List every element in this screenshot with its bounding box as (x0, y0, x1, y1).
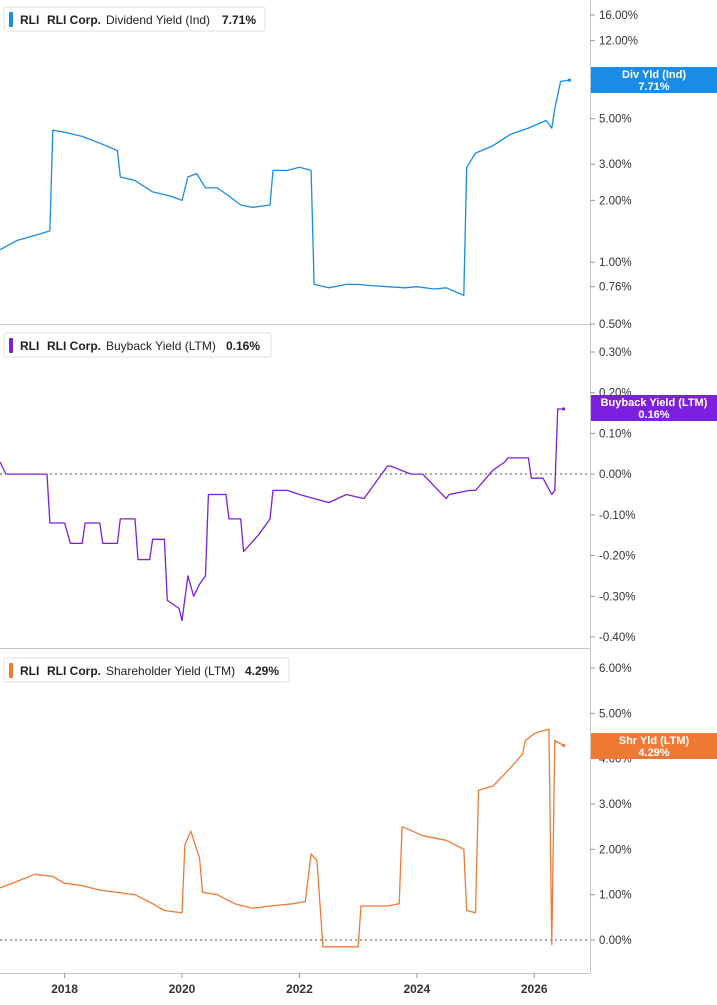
y-tick-label: 5.00% (599, 708, 632, 720)
y-axis-ticks: 0.30%0.20%0.10%0.00%-0.10%-0.20%-0.30%-0… (590, 347, 635, 644)
legend-company: RLI Corp. (47, 664, 101, 678)
series-last-point (567, 78, 572, 82)
legend-metric: Buyback Yield (LTM) (106, 339, 216, 353)
x-tick-label: 2022 (286, 982, 313, 996)
value-badge: Div Yld (Ind) 7.71% (591, 67, 717, 93)
x-tick-label: 2018 (51, 982, 78, 996)
value-badge: Shr Yld (LTM) 4.29% (591, 733, 717, 759)
legend-value: 7.71% (222, 13, 256, 27)
y-tick-label: 1.00% (599, 890, 632, 902)
series-last-point (561, 407, 566, 411)
series-line (0, 728, 564, 948)
x-tick-label: 2020 (169, 982, 196, 996)
y-tick-label: 5.00% (599, 114, 632, 126)
series-lines (0, 728, 566, 948)
y-axis-ticks: 6.00%5.00%4.00%3.00%2.00%1.00%0.00% (590, 663, 632, 947)
dividend-yield-panel: 16.00%12.00%8.00%7.00%5.00%3.00%2.00%1.0… (0, 6, 717, 331)
y-tick-label: -0.40% (599, 632, 635, 644)
y-tick-label: 0.50% (599, 319, 632, 331)
legend-symbol: RLI (20, 13, 39, 27)
y-tick-label: 0.10% (599, 428, 632, 440)
legend-value: 0.16% (226, 339, 260, 353)
legend: RLI RLI Corp. Buyback Yield (LTM) 0.16% (3, 332, 272, 358)
legend: RLI RLI Corp. Dividend Yield (Ind) 7.71% (3, 6, 266, 32)
y-tick-label: 1.00% (599, 257, 632, 269)
badge-label: Div Yld (Ind) (622, 69, 686, 81)
legend-metric: Shareholder Yield (LTM) (106, 664, 235, 678)
y-tick-label: 2.00% (599, 844, 632, 856)
y-tick-label: -0.10% (599, 510, 635, 522)
y-tick-label: 16.00% (599, 10, 638, 22)
series-lines (0, 407, 566, 622)
series-last-point (561, 743, 566, 748)
badge-value: 0.16% (638, 409, 669, 421)
legend: RLI RLI Corp. Shareholder Yield (LTM) 4.… (3, 657, 290, 683)
legend-color-swatch (9, 338, 13, 353)
y-tick-label: 2.00% (599, 195, 632, 207)
y-tick-label: 0.00% (599, 469, 632, 481)
badge-value: 4.29% (638, 747, 669, 759)
series-lines (0, 78, 572, 296)
series-line (0, 408, 564, 622)
badge-value: 7.71% (638, 81, 669, 93)
buyback-yield-panel: 0.30%0.20%0.10%0.00%-0.10%-0.20%-0.30%-0… (0, 332, 717, 644)
x-tick-label: 2026 (521, 982, 548, 996)
legend-company: RLI Corp. (47, 339, 101, 353)
y-tick-label: 0.76% (599, 282, 632, 294)
legend-metric: Dividend Yield (Ind) (106, 13, 210, 27)
y-tick-label: 3.00% (599, 799, 632, 811)
legend-color-swatch (9, 12, 13, 27)
y-tick-label: 0.30% (599, 347, 632, 359)
y-tick-label: 0.00% (599, 935, 632, 947)
x-axis: 2018 2020 2022 2024 2026 (51, 973, 548, 996)
badge-label: Buyback Yield (LTM) (601, 397, 708, 409)
legend-symbol: RLI (20, 664, 39, 678)
value-badge: Buyback Yield (LTM) 0.16% (591, 395, 717, 421)
legend-company: RLI Corp. (47, 13, 101, 27)
badge-label: Shr Yld (LTM) (619, 735, 690, 747)
legend-color-swatch (9, 663, 13, 678)
y-tick-label: -0.20% (599, 551, 635, 563)
y-axis-ticks: 16.00%12.00%8.00%7.00%5.00%3.00%2.00%1.0… (590, 10, 638, 331)
y-tick-label: 3.00% (599, 159, 632, 171)
legend-symbol: RLI (20, 339, 39, 353)
shareholder-yield-panel: 6.00%5.00%4.00%3.00%2.00%1.00%0.00% RLI … (0, 657, 717, 948)
panel-frames (0, 0, 591, 974)
y-tick-label: 6.00% (599, 663, 632, 675)
x-tick-label: 2024 (403, 982, 430, 996)
y-tick-label: -0.30% (599, 591, 635, 603)
legend-value: 4.29% (245, 664, 279, 678)
series-line (0, 79, 570, 296)
y-tick-label: 12.00% (599, 36, 638, 48)
